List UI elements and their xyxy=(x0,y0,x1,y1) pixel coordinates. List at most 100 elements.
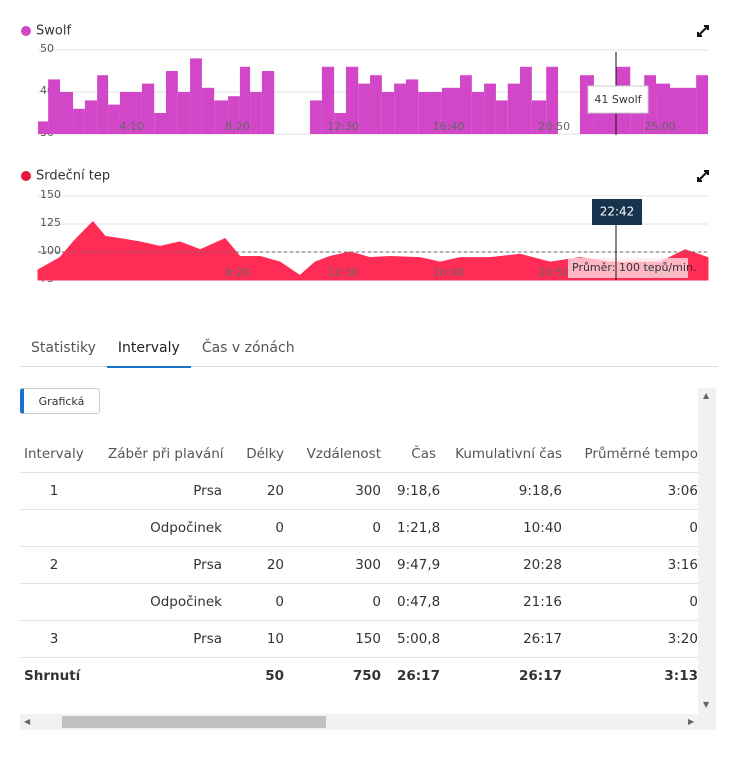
column-header: Vzdálenost xyxy=(292,436,389,473)
bar xyxy=(48,79,60,134)
table-cell: 0 xyxy=(570,509,698,547)
bar xyxy=(228,96,240,134)
x-tick-label: 8:20 xyxy=(225,266,250,279)
x-tick-label: 25:00 xyxy=(644,120,676,133)
expand-icon[interactable] xyxy=(697,170,709,182)
table-cell: 20:28 xyxy=(444,546,570,584)
table-cell: 2 xyxy=(20,546,100,584)
bar xyxy=(154,113,167,134)
table-cell: 21:16 xyxy=(444,583,570,621)
y-tick-label: 150 xyxy=(40,188,61,201)
bar xyxy=(141,83,155,134)
intervals-table: Intervaly Záběr při plavání Délky Vzdálenos… xyxy=(20,436,698,694)
vertical-scrollbar[interactable]: ▲ ▼ xyxy=(698,388,716,714)
x-tick-label: 16:40 xyxy=(433,266,465,279)
view-button[interactable]: Grafická xyxy=(20,388,100,414)
table-cell: 0 xyxy=(570,583,698,621)
table-cell: 0 xyxy=(230,583,292,621)
y-tick-label: 125 xyxy=(40,216,61,229)
bar xyxy=(201,87,215,134)
column-header: Záběr při plavání xyxy=(100,436,230,473)
summary-cell: Shrnutí xyxy=(24,668,81,684)
tooltip-box xyxy=(587,85,649,114)
table-row: Odpočinek 0 0 0:47,8 21:16 0 xyxy=(20,583,698,621)
table-container: Intervaly Záběr při plavání Délky Vzdálenos… xyxy=(20,436,698,714)
scroll-left[interactable]: ◀ xyxy=(24,717,31,726)
column-header: Průměrné tempo xyxy=(570,436,698,473)
tab[interactable]: Čas v zónách xyxy=(201,340,295,356)
bar xyxy=(495,100,508,134)
table-cell: 150 xyxy=(292,620,389,658)
table-cell: 20 xyxy=(230,472,292,510)
table-cell: Odpočinek xyxy=(100,509,230,547)
table-cell: 0 xyxy=(292,509,389,547)
summary-cell: 50 xyxy=(265,668,284,684)
bar xyxy=(644,75,657,134)
table-cell: 5:00,8 xyxy=(389,620,444,658)
x-tick-label: 8:20 xyxy=(225,120,250,133)
bar xyxy=(59,92,74,134)
bar xyxy=(73,108,85,134)
legend-dot xyxy=(21,171,31,181)
bar xyxy=(405,79,419,134)
mean-label-box xyxy=(568,258,688,278)
bar xyxy=(441,87,461,134)
bar xyxy=(166,71,178,134)
bar xyxy=(177,92,191,134)
table-cell: 3:20 xyxy=(570,620,698,658)
x-tick-label: 20:50 xyxy=(538,120,570,133)
scroll-down[interactable]: ▼ xyxy=(703,700,710,709)
bar xyxy=(546,66,559,134)
table-cell: 20 xyxy=(230,546,292,584)
table-row: 3 Prsa 10 150 5:00,8 26:17 3:20 xyxy=(20,620,698,658)
bar xyxy=(430,92,442,134)
table-cell: Odpočinek xyxy=(100,583,230,621)
table-cell: 0 xyxy=(230,509,292,547)
column-header: Délky xyxy=(230,436,292,473)
summary-cell: 3:13 xyxy=(664,668,698,684)
bar xyxy=(334,113,346,134)
bar xyxy=(381,92,395,134)
table-cell: 9:18,6 xyxy=(389,472,444,510)
summary-cell: 26:17 xyxy=(397,668,440,684)
bar xyxy=(669,87,697,134)
summary-cell: 750 xyxy=(352,668,381,684)
scroll-thumb[interactable] xyxy=(62,716,326,728)
horizontal-scrollbar[interactable]: ◀ ▶ xyxy=(20,714,716,730)
table-cell: 9:47,9 xyxy=(389,546,444,584)
scroll-up[interactable]: ▲ xyxy=(703,391,710,400)
bar xyxy=(656,83,670,134)
table-cell: Prsa xyxy=(100,620,230,658)
table-cell: 1:21,8 xyxy=(389,509,444,547)
scroll-right[interactable]: ▶ xyxy=(688,717,695,726)
bar xyxy=(84,100,98,134)
table-cell: 300 xyxy=(292,546,389,584)
bar xyxy=(310,100,322,134)
tab[interactable]: Statistiky xyxy=(31,340,96,356)
table-row: 1 Prsa 20 300 9:18,6 9:18,6 3:06 xyxy=(20,472,698,510)
expand-icon[interactable] xyxy=(697,25,709,37)
bar xyxy=(250,92,262,134)
table-cell: 3:16 xyxy=(570,546,698,584)
bar xyxy=(507,83,521,134)
summary-cell xyxy=(100,658,230,695)
column-header: Kumulativní čas xyxy=(444,436,570,473)
table-cell: Prsa xyxy=(100,472,230,510)
mean-label: Průměr: 100 tepů/min. xyxy=(572,261,696,274)
bar xyxy=(418,92,431,134)
bar xyxy=(190,58,202,134)
bar xyxy=(38,121,49,134)
x-tick-label: 12:30 xyxy=(327,266,359,279)
table-cell: 26:17 xyxy=(444,620,570,658)
bar xyxy=(460,75,472,134)
bar xyxy=(345,66,359,134)
table-cell xyxy=(20,509,100,547)
bar xyxy=(484,83,496,134)
tab[interactable]: Intervaly xyxy=(106,332,191,368)
table-cell: 10:40 xyxy=(444,509,570,547)
table-row: Odpočinek 0 0 1:21,8 10:40 0 xyxy=(20,509,698,547)
x-tick-label: 4:10 xyxy=(119,120,144,133)
header-row: Intervaly Záběr při plavání Délky Vzdálenos… xyxy=(20,436,698,473)
table-cell: 0 xyxy=(292,583,389,621)
bar xyxy=(394,83,406,134)
